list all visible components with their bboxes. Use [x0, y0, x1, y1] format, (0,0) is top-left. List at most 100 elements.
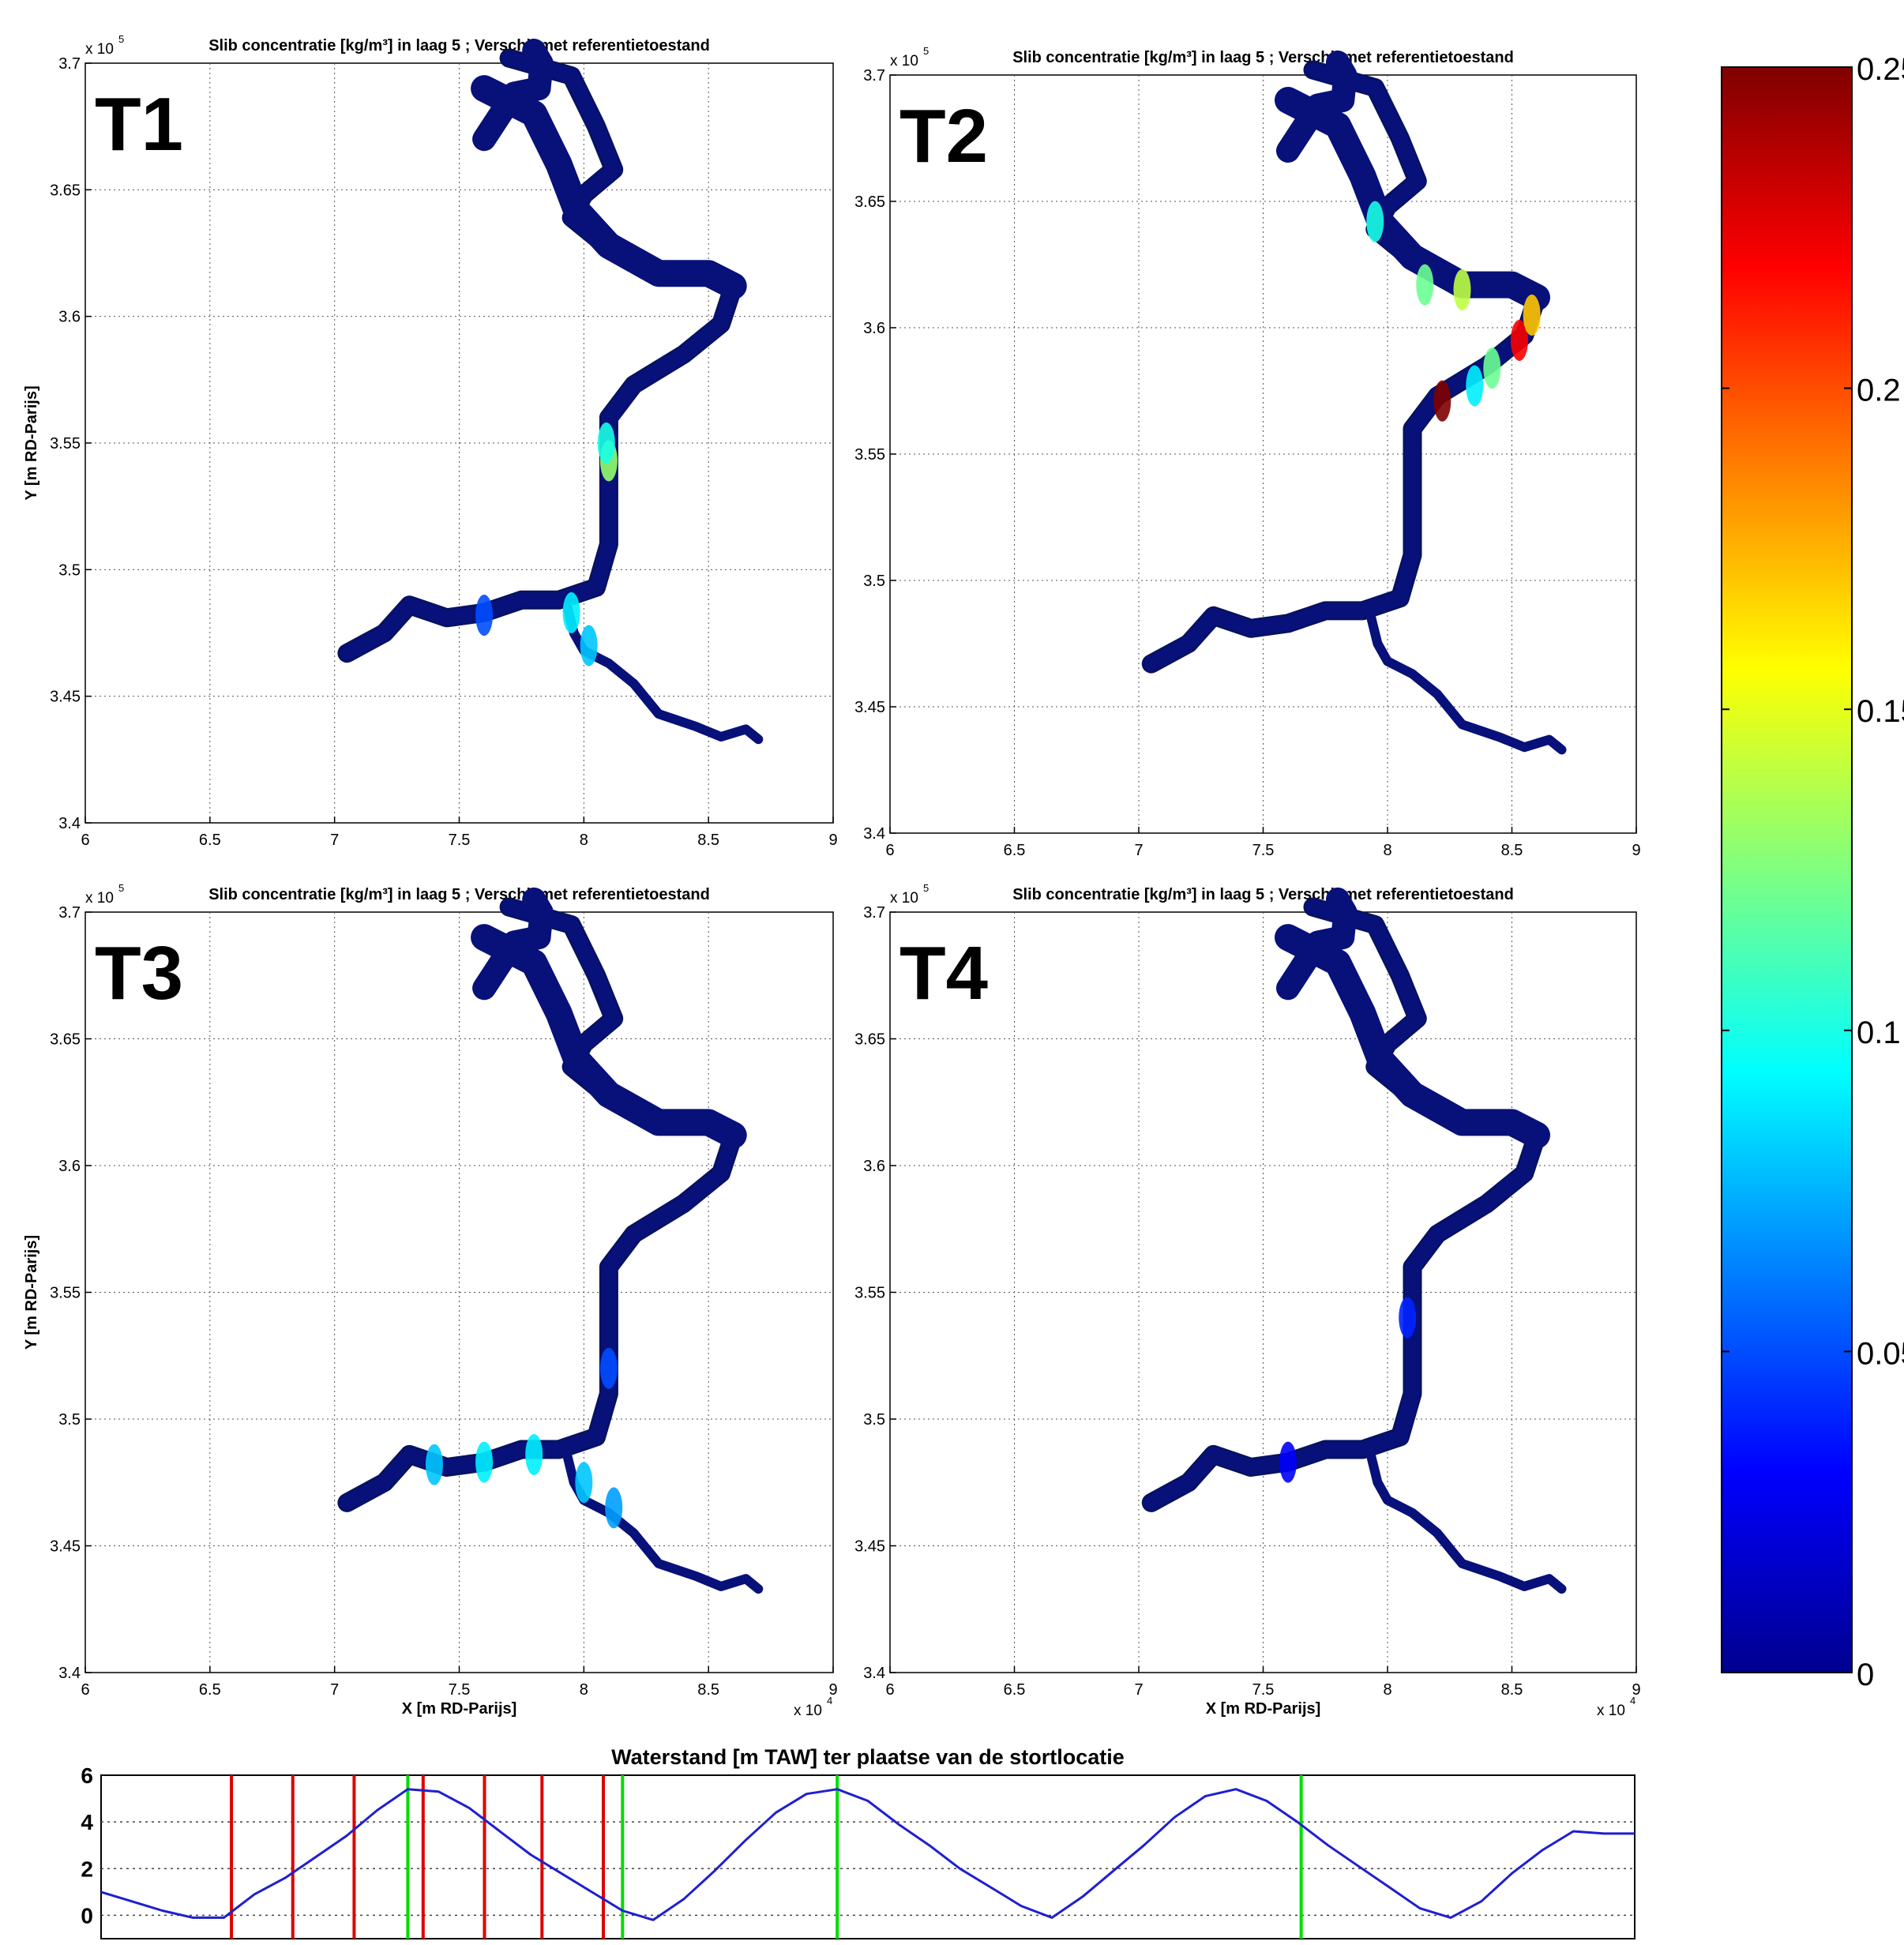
- y-tick-label: 3.65: [50, 182, 81, 199]
- y-tick-label: 3.55: [854, 446, 885, 464]
- concentration-hotspot: [580, 625, 598, 666]
- colorbar-tick-label: 0.25: [1857, 52, 1904, 87]
- x-tick-label: 6: [81, 832, 89, 849]
- concentration-hotspot: [1523, 295, 1541, 336]
- concentration-hotspot: [1510, 320, 1528, 361]
- y-tick-label: 3.65: [50, 1031, 81, 1049]
- y-multiplier-exp: 5: [118, 882, 124, 894]
- y-multiplier: x 10: [890, 53, 918, 69]
- x-tick-label: 8.5: [697, 832, 719, 849]
- concentration-hotspot: [1433, 380, 1451, 422]
- river-north-harbour: [1276, 51, 1358, 163]
- x-multiplier-exp: 4: [1630, 1695, 1635, 1707]
- concentration-hotspot: [1483, 347, 1501, 389]
- y-tick-label: 3.5: [58, 1411, 81, 1429]
- x-multiplier: x 10: [794, 1703, 822, 1719]
- concentration-hotspot: [1466, 365, 1484, 407]
- concentration-hotspot: [1279, 1441, 1297, 1483]
- y-tick-label: 3.7: [58, 55, 81, 73]
- river-north-harbour: [472, 887, 554, 1001]
- x-tick-label: 6: [885, 842, 894, 859]
- y-tick-label: 3.65: [854, 1031, 885, 1049]
- river-branch: [1365, 1447, 1567, 1594]
- waterlevel-title: Waterstand [m TAW] ter plaatse van de st…: [611, 1745, 1125, 1769]
- y-tick-label: 3.45: [854, 699, 885, 716]
- x-multiplier-exp: 4: [827, 1695, 832, 1707]
- waterlevel-y-tick-label: 6: [81, 1763, 93, 1788]
- concentration-hotspot: [1416, 264, 1434, 306]
- x-tick-label: 6: [885, 1681, 894, 1699]
- river-main: [1144, 62, 1545, 672]
- y-tick-label: 3.7: [58, 904, 81, 922]
- x-tick-label: 8: [580, 832, 588, 849]
- panel-label: T1: [95, 82, 183, 167]
- river-north-harbour: [472, 39, 554, 152]
- concentration-hotspot: [597, 422, 615, 464]
- river-upper-reach: [471, 924, 747, 1149]
- waterlevel-y-tick-label: 2: [81, 1857, 93, 1881]
- map-panel-t3: 6 6.5 7 7.5 8 8.5 9 3.4 3.45 3.5 3.55 3.6 3.65 3.7 Sli…: [23, 882, 838, 1719]
- y-tick-label: 3.6: [863, 1158, 885, 1175]
- y-tick-label: 3.4: [863, 825, 885, 843]
- concentration-hotspot: [605, 1487, 623, 1529]
- waterlevel-chart: Waterstand [m TAW] ter plaatse van de st…: [81, 1745, 1635, 1939]
- y-multiplier-exp: 5: [923, 882, 929, 894]
- river-north-harbour: [1276, 887, 1358, 1001]
- x-tick-label: 6.5: [1004, 842, 1026, 859]
- x-tick-label: 7.5: [449, 832, 471, 849]
- river-upper-reach: [471, 75, 747, 300]
- y-multiplier: x 10: [890, 890, 918, 907]
- map-title: Slib concentratie [kg/m³] in laag 5 ; Ve…: [208, 37, 710, 54]
- waterlevel-axes-box: [100, 1774, 1635, 1939]
- x-tick-label: 9: [828, 832, 837, 849]
- x-tick-label: 7: [330, 832, 339, 849]
- x-tick-label: 6.5: [199, 832, 221, 849]
- y-tick-label: 3.55: [854, 1285, 885, 1302]
- x-tick-label: 7: [1134, 842, 1143, 859]
- x-tick-label: 8: [1383, 1681, 1391, 1699]
- y-tick-label: 3.55: [50, 1285, 81, 1302]
- colorbar-tick-label: 0.05: [1857, 1336, 1904, 1371]
- map-title: Slib concentratie [kg/m³] in laag 5 ; Ve…: [1012, 886, 1514, 903]
- y-axis-label: Y [m RD-Parijs]: [23, 385, 40, 500]
- colorbar-tick-label: 0: [1857, 1658, 1874, 1692]
- x-tick-label: 7: [330, 1681, 339, 1699]
- map-panel-t4: 6 6.5 7 7.5 8 8.5 9 3.4 3.45 3.5 3.55 3.6 3.65 3.7 Sli…: [854, 882, 1641, 1719]
- x-tick-label: 8.5: [1501, 842, 1523, 859]
- panel-label: T2: [899, 94, 988, 178]
- concentration-hotspot: [1453, 269, 1471, 310]
- y-tick-label: 3.5: [58, 561, 81, 579]
- y-tick-label: 3.55: [50, 435, 81, 452]
- river-upper-reach: [1275, 87, 1550, 311]
- colorbar-gradient: [1721, 66, 1853, 1673]
- y-tick-label: 3.7: [863, 67, 885, 84]
- panel-label: T4: [899, 931, 988, 1016]
- x-tick-label: 9: [828, 1681, 837, 1699]
- y-tick-label: 3.7: [863, 904, 885, 922]
- x-tick-label: 8.5: [1501, 1681, 1523, 1699]
- colorbar-tick-label: 0.2: [1857, 374, 1901, 408]
- concentration-hotspot: [1399, 1297, 1417, 1339]
- y-multiplier: x 10: [85, 890, 114, 907]
- concentration-hotspot: [475, 595, 494, 636]
- y-tick-label: 3.45: [50, 689, 81, 706]
- x-tick-label: 6.5: [1004, 1681, 1026, 1699]
- concentration-hotspot: [575, 1462, 593, 1504]
- concentration-hotspot: [599, 1347, 618, 1389]
- y-tick-label: 3.6: [58, 1158, 81, 1175]
- y-tick-label: 3.4: [863, 1665, 885, 1682]
- y-tick-label: 3.45: [50, 1538, 81, 1556]
- x-tick-label: 7.5: [1252, 1681, 1275, 1699]
- map-panel-t1: 6 6.5 7 7.5 8 8.5 9 3.4 3.45 3.5 3.55 3.6 3.65 3.7 Sli…: [23, 33, 838, 849]
- river-branch: [1365, 608, 1567, 755]
- x-tick-label: 8: [580, 1681, 588, 1699]
- waterlevel-y-tick-label: 4: [81, 1810, 93, 1834]
- y-multiplier: x 10: [85, 41, 114, 58]
- x-multiplier: x 10: [1597, 1703, 1625, 1719]
- y-tick-label: 3.5: [863, 573, 885, 590]
- x-tick-label: 9: [1632, 1681, 1640, 1699]
- y-tick-label: 3.4: [58, 1665, 81, 1682]
- x-tick-label: 8.5: [697, 1681, 719, 1699]
- concentration-hotspot: [1366, 201, 1384, 242]
